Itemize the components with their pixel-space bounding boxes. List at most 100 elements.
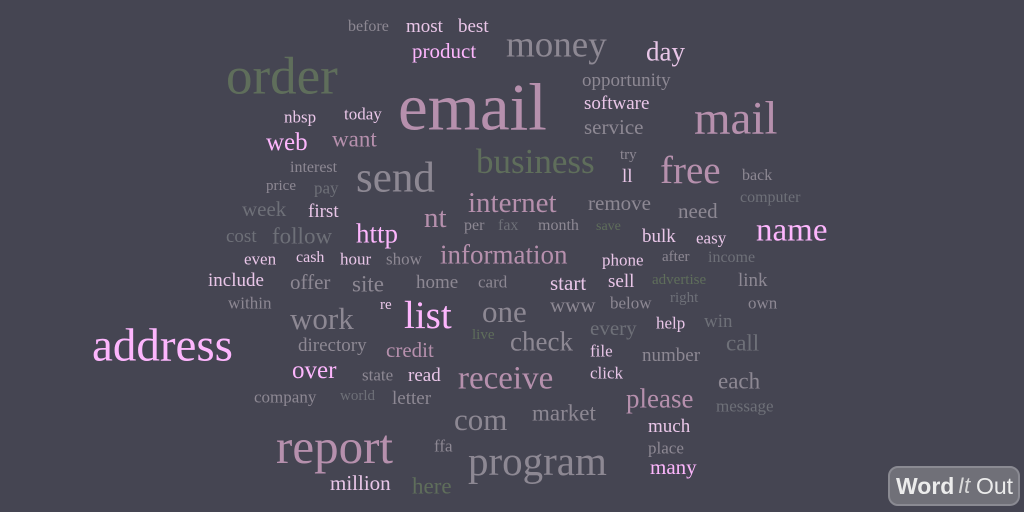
word-phone: phone bbox=[602, 250, 644, 270]
word-today: today bbox=[344, 104, 382, 124]
word-help: help bbox=[656, 313, 686, 333]
word-receive: receive bbox=[458, 360, 554, 397]
word-within: within bbox=[228, 293, 272, 313]
word-home: home bbox=[416, 271, 459, 293]
word-world: world bbox=[340, 388, 375, 404]
word-back: back bbox=[742, 167, 773, 185]
word-month: month bbox=[538, 217, 579, 235]
word-www: www bbox=[550, 293, 596, 318]
word-nt: nt bbox=[424, 201, 447, 234]
word-much: much bbox=[648, 415, 691, 437]
word-product: product bbox=[412, 39, 477, 64]
word-click: click bbox=[590, 363, 624, 383]
word-remove: remove bbox=[588, 191, 651, 216]
word-program: program bbox=[468, 438, 607, 485]
word-need: need bbox=[678, 199, 718, 224]
word-business: business bbox=[476, 142, 595, 181]
logo-out-text: Out bbox=[976, 473, 1014, 499]
word-computer: computer bbox=[740, 189, 801, 207]
word-first: first bbox=[308, 200, 339, 222]
word-name: name bbox=[756, 212, 828, 249]
word-hour: hour bbox=[340, 249, 372, 269]
word-credit: credit bbox=[386, 338, 434, 363]
word-call: call bbox=[726, 330, 760, 356]
word-number: number bbox=[642, 344, 701, 366]
word-money: money bbox=[506, 24, 607, 66]
word-directory: directory bbox=[298, 334, 367, 356]
word-per: per bbox=[464, 217, 485, 235]
word-email: email bbox=[398, 70, 547, 145]
word-read: read bbox=[408, 364, 441, 386]
word-million: million bbox=[330, 471, 391, 496]
word-sell: sell bbox=[608, 270, 635, 292]
word-free: free bbox=[660, 148, 721, 192]
word-letter: letter bbox=[392, 387, 432, 409]
word-opportunity: opportunity bbox=[582, 69, 671, 91]
word-show: show bbox=[386, 249, 422, 269]
word-own: own bbox=[748, 293, 778, 313]
word-advertise: advertise bbox=[652, 272, 707, 288]
word-information: information bbox=[440, 239, 568, 270]
word-place: place bbox=[648, 438, 684, 458]
word-order: order bbox=[226, 47, 338, 106]
word-com: com bbox=[454, 402, 508, 438]
word-pay: pay bbox=[314, 178, 339, 198]
word-below: below bbox=[610, 293, 652, 313]
word-week: week bbox=[242, 197, 287, 222]
word-please: please bbox=[626, 383, 694, 414]
word-web: web bbox=[266, 129, 308, 156]
word-cash: cash bbox=[296, 249, 325, 267]
word-over: over bbox=[292, 357, 337, 384]
word-income: income bbox=[708, 249, 756, 267]
word-win: win bbox=[704, 310, 733, 332]
word-ll: ll bbox=[622, 165, 633, 187]
word-re: re bbox=[380, 297, 392, 313]
word-link: link bbox=[738, 269, 768, 291]
word-nbsp: nbsp bbox=[284, 107, 317, 127]
word-file: file bbox=[590, 341, 613, 361]
word-bulk: bulk bbox=[642, 225, 676, 247]
word-here: here bbox=[412, 473, 452, 499]
word-interest: interest bbox=[290, 159, 338, 177]
word-try: try bbox=[620, 147, 637, 163]
word-price: price bbox=[266, 178, 296, 194]
word-list: list bbox=[404, 293, 452, 337]
word-site: site bbox=[352, 271, 384, 297]
word-send: send bbox=[356, 154, 435, 202]
word-one: one bbox=[482, 294, 527, 330]
word-internet: internet bbox=[468, 186, 557, 219]
word-every: every bbox=[590, 316, 637, 341]
word-easy: easy bbox=[696, 228, 727, 248]
word-software: software bbox=[584, 92, 650, 114]
word-company: company bbox=[254, 387, 317, 407]
word-mail: mail bbox=[694, 92, 778, 145]
word-want: want bbox=[332, 126, 377, 152]
word-live: live bbox=[472, 327, 495, 343]
word-follow: follow bbox=[272, 223, 333, 249]
word-most: most bbox=[406, 15, 443, 37]
word-message: message bbox=[716, 396, 774, 416]
word-address: address bbox=[92, 319, 233, 372]
word-service: service bbox=[584, 115, 644, 140]
word-each: each bbox=[718, 368, 761, 394]
word-before: before bbox=[348, 18, 389, 36]
word-market: market bbox=[532, 400, 596, 426]
word-check: check bbox=[510, 326, 573, 357]
word-right: right bbox=[670, 290, 699, 306]
word-card: card bbox=[478, 272, 508, 292]
word-report: report bbox=[276, 418, 393, 474]
word-even: even bbox=[244, 249, 277, 269]
word-fax: fax bbox=[498, 217, 519, 235]
logo-word-text: Word bbox=[896, 473, 955, 499]
word-after: after bbox=[662, 249, 690, 265]
word-include: include bbox=[208, 269, 264, 291]
word-offer: offer bbox=[290, 270, 331, 295]
word-start: start bbox=[550, 271, 587, 296]
word-best: best bbox=[458, 15, 489, 37]
word-ffa: ffa bbox=[434, 436, 453, 456]
wordltout-logo: Word It Out bbox=[888, 466, 1020, 506]
word-work: work bbox=[290, 301, 354, 337]
word-cost: cost bbox=[226, 225, 257, 247]
word-save: save bbox=[596, 218, 621, 234]
